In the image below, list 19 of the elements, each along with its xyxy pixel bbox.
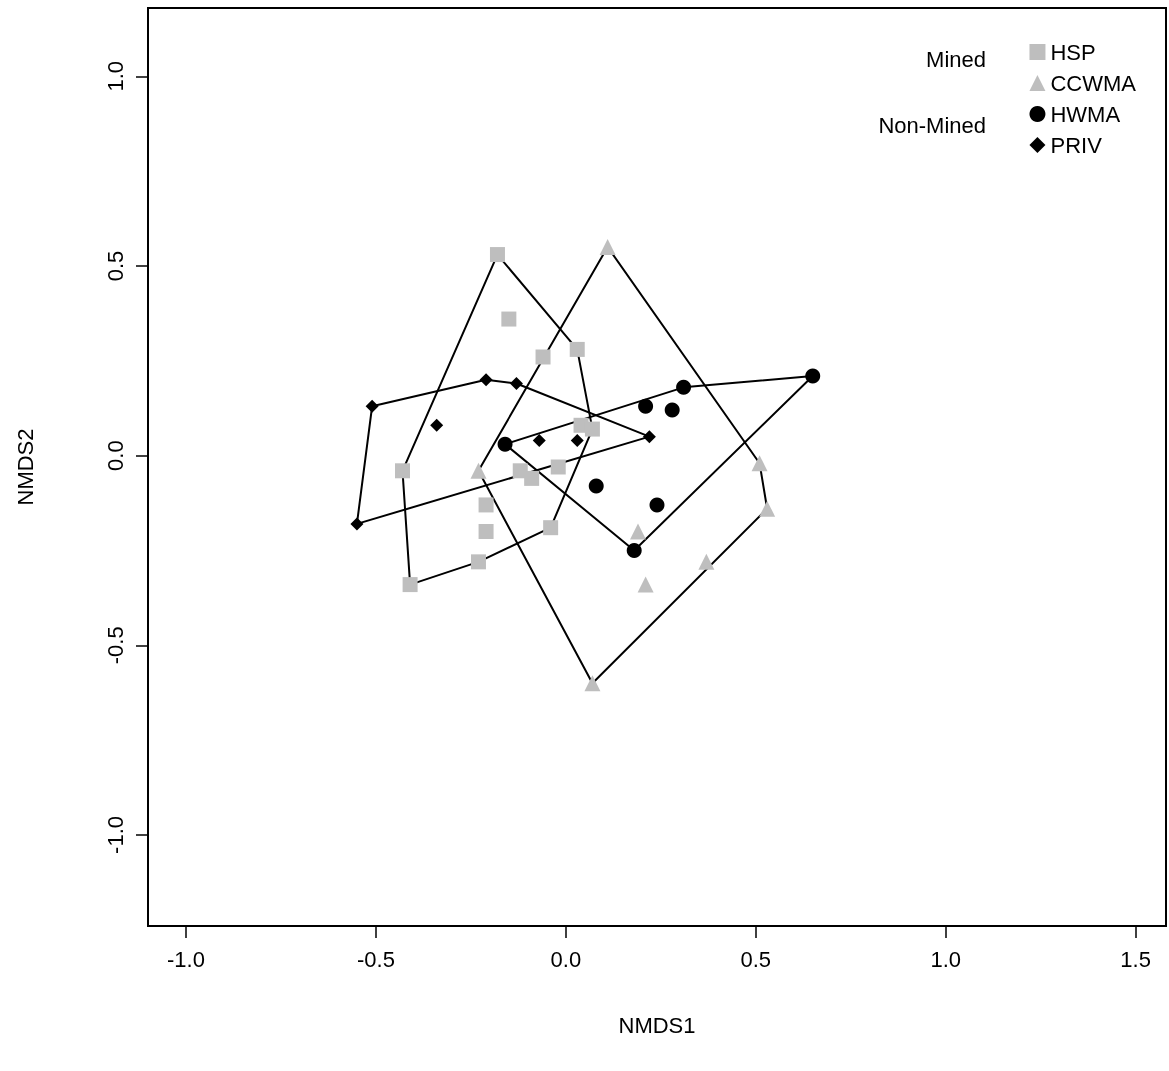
y-axis-title: NMDS2 [12,428,38,506]
legend-label: HWMA [1050,101,1121,127]
x-tick-label: 1.0 [930,946,961,972]
x-axis-title: NMDS1 [618,1012,696,1038]
y-tick-label: 1.0 [102,60,128,92]
x-tick-label: 0.0 [550,946,582,972]
x-tick-label: 1.5 [1120,946,1151,972]
legend-label: PRIV [1050,132,1103,158]
y-tick-label: -1.0 [102,816,128,854]
x-tick-label: 0.5 [740,946,772,972]
y-tick-label: 0.5 [102,250,128,282]
legend-label: CCWMA [1050,70,1137,96]
annotation: Mined [926,46,986,72]
y-tick-label: -0.5 [102,626,128,665]
x-tick-label: -0.5 [356,946,395,972]
x-tick-label: -1.0 [167,946,205,972]
legend-label: HSP [1050,39,1096,65]
y-tick-label: 0.0 [102,440,128,471]
annotation: Non-Mined [878,112,986,138]
